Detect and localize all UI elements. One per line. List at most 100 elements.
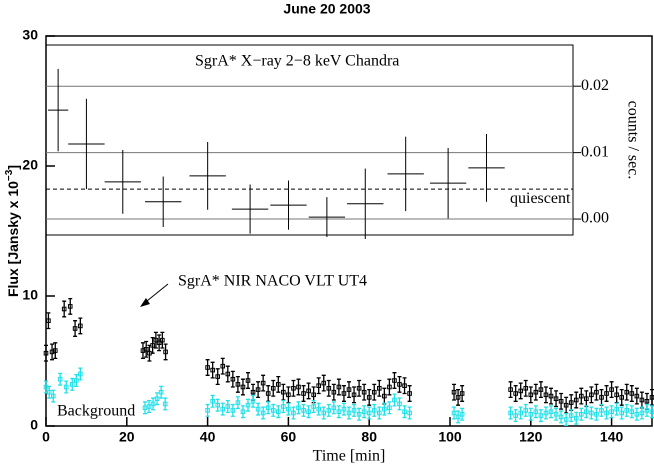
data-point — [407, 391, 412, 396]
error-bar — [609, 381, 614, 399]
error-bar — [594, 407, 599, 421]
error-bar — [62, 300, 67, 318]
arrow-head — [140, 298, 150, 307]
error-bar — [306, 382, 311, 400]
error-bar — [326, 379, 331, 397]
data-point — [543, 392, 549, 398]
data-point — [573, 397, 579, 403]
error-bar — [549, 387, 553, 405]
error-bar — [538, 381, 543, 399]
data-point — [255, 387, 261, 392]
error-bar — [523, 403, 528, 417]
data-point — [589, 410, 594, 416]
error-bar — [614, 402, 619, 416]
data-point — [568, 400, 574, 405]
data-point — [346, 387, 352, 392]
data-point — [160, 337, 165, 343]
x-tick-label: 120 — [519, 429, 543, 445]
error-bar — [230, 403, 235, 417]
error-bar — [159, 385, 164, 399]
data-point — [377, 386, 382, 391]
data-point — [528, 412, 534, 417]
data-point — [579, 412, 584, 417]
error-bar — [460, 407, 465, 421]
error-bar — [347, 381, 351, 399]
data-point — [78, 371, 83, 377]
error-bar — [543, 386, 548, 404]
error-bar — [397, 375, 402, 393]
error-bar — [235, 396, 240, 410]
error-bar — [460, 385, 465, 402]
data-point — [629, 409, 635, 414]
plot-frame — [45, 35, 653, 427]
x-tick-label: 20 — [119, 429, 135, 445]
x-tick-label: 100 — [438, 429, 462, 445]
error-bar — [240, 405, 245, 419]
data-point — [67, 304, 73, 309]
data-point — [361, 409, 367, 414]
x-tick-label: 80 — [361, 429, 377, 445]
data-point — [513, 391, 518, 396]
data-point — [291, 386, 296, 391]
data-point — [619, 410, 625, 416]
y-tick-label: 0.02 — [581, 77, 609, 94]
error-bar — [604, 385, 609, 402]
data-point — [235, 382, 241, 387]
error-bar — [140, 342, 145, 360]
inset-title: SgrA* X−ray 2−8 keV Chandra — [195, 53, 399, 70]
data-point — [72, 326, 78, 331]
error-bar — [377, 406, 382, 420]
data-point — [371, 389, 377, 395]
data-point — [548, 409, 554, 414]
data-point — [306, 388, 311, 394]
error-bar — [246, 398, 250, 412]
error-bar — [301, 403, 306, 417]
x-axis-label: Time [min] — [313, 448, 386, 465]
error-bar — [407, 385, 412, 402]
data-point — [74, 378, 79, 383]
data-point — [205, 408, 210, 413]
error-bar — [271, 379, 276, 397]
data-point — [281, 404, 286, 409]
error-bar — [321, 374, 326, 392]
data-point — [265, 405, 271, 411]
data-point — [215, 374, 220, 379]
data-point — [382, 393, 387, 399]
data-point — [553, 396, 559, 401]
data-point — [594, 412, 599, 417]
data-point — [538, 413, 544, 418]
error-bar — [147, 400, 152, 413]
error-bar — [629, 385, 634, 402]
error-bar — [543, 406, 548, 420]
error-bar — [513, 385, 518, 402]
error-bar — [639, 406, 644, 420]
y-tick-label: 30 — [22, 27, 38, 43]
data-point — [397, 382, 402, 387]
data-point — [356, 386, 362, 391]
data-point — [397, 401, 402, 407]
error-bar — [456, 388, 461, 406]
data-point — [392, 378, 397, 383]
error-bar — [215, 368, 220, 386]
data-point — [356, 412, 362, 417]
data-point — [326, 386, 332, 391]
error-bar — [296, 378, 301, 396]
error-bar — [73, 320, 78, 337]
inset-y-label: counts / sec. — [624, 101, 641, 180]
data-point — [215, 402, 220, 408]
data-point — [558, 414, 564, 420]
error-bar — [634, 387, 639, 405]
data-point — [451, 389, 457, 395]
data-point — [599, 395, 604, 400]
data-point — [321, 410, 327, 416]
data-point — [225, 404, 231, 409]
error-bar — [235, 375, 240, 393]
data-point — [245, 378, 251, 383]
data-point — [382, 406, 387, 412]
error-bar — [74, 374, 79, 387]
data-point — [387, 384, 392, 390]
data-point — [296, 384, 301, 390]
data-point — [624, 389, 630, 395]
error-bar — [357, 407, 362, 421]
data-point — [558, 399, 564, 404]
